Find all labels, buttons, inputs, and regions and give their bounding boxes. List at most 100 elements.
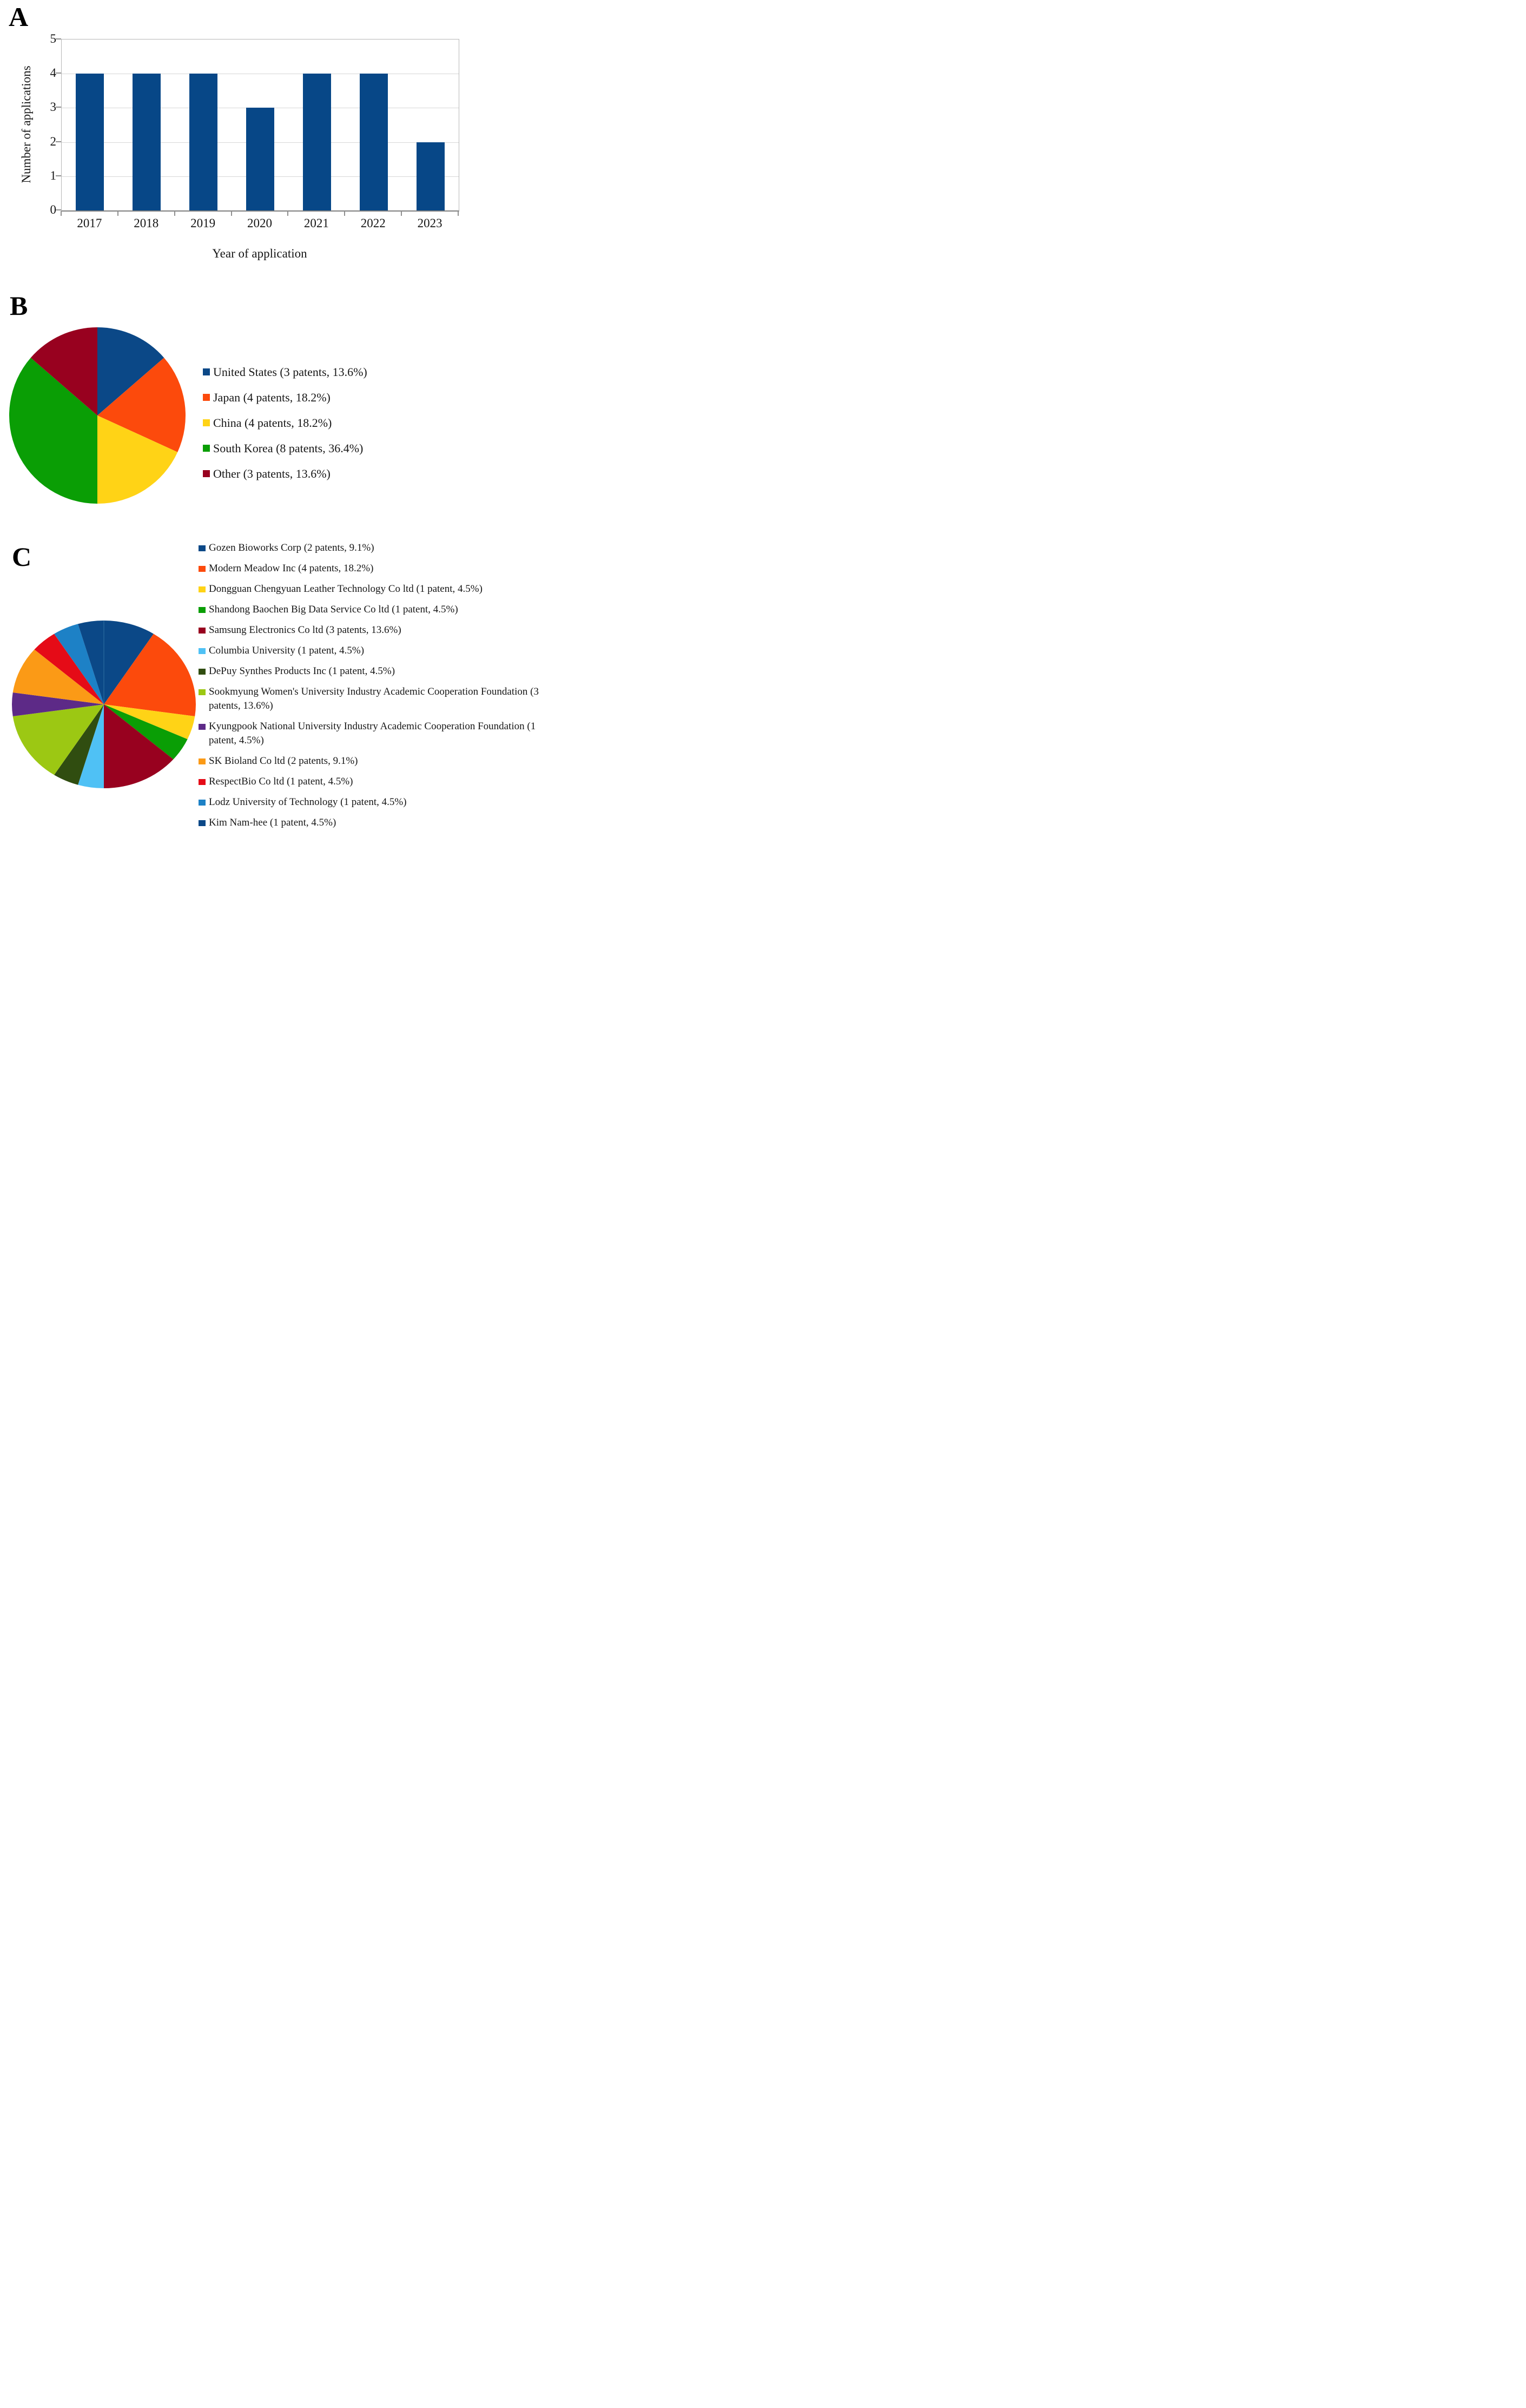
pie-slice-Lodz University of Technology — [54, 624, 104, 704]
legend-swatch — [199, 689, 206, 695]
x-tick-label-2019: 2019 — [190, 216, 216, 230]
x-tick-label-2023: 2023 — [417, 216, 442, 230]
legend-item-RespectBio Co ltd: RespectBio Co ltd (1 patent, 4.5%) — [199, 775, 539, 789]
panel-b-label: B — [10, 291, 28, 321]
pie-slice-Japan — [97, 358, 186, 452]
legend-label: RespectBio Co ltd (1 patent, 4.5%) — [209, 776, 353, 787]
y-tick-label-2: 2 — [50, 134, 57, 148]
pie-slice-Columbia University — [78, 704, 104, 788]
legend-swatch — [199, 820, 206, 826]
bar-chart-plot-area — [61, 39, 459, 212]
x-tick-mark — [287, 211, 289, 216]
legend-swatch — [203, 368, 210, 375]
pie-slice-RespectBio Co ltd — [34, 634, 104, 704]
x-tick-label-2022: 2022 — [360, 216, 386, 230]
pie-slice-China — [97, 415, 178, 504]
legend-item-Kyungpook National University Industry Academic Cooperation Foundation: Kyungpook National University Industry A… — [199, 720, 539, 748]
legend-item-Lodz University of Technology: Lodz University of Technology (1 patent,… — [199, 795, 539, 809]
legend-item-South Korea: South Korea (8 patents, 36.4%) — [203, 441, 398, 456]
legend-label: Samsung Electronics Co ltd (3 patents, 1… — [209, 624, 401, 636]
pie-slice-SK Bioland Co ltd — [12, 649, 104, 704]
pie-slice-Samsung Electronics Co ltd — [104, 704, 174, 788]
legend-item-Dongguan Chengyuan Leather Technology Co ltd: Dongguan Chengyuan Leather Technology Co… — [199, 582, 539, 596]
legend-label: United States (3 patents, 13.6%) — [213, 365, 367, 379]
x-tick-label-2018: 2018 — [134, 216, 159, 230]
legend-item-Other: Other (3 patents, 13.6%) — [203, 466, 398, 481]
panel-a-label: A — [9, 2, 29, 32]
legend-swatch — [199, 545, 206, 551]
pie-slice-Shandong Baochen Big Data Service Co ltd — [104, 704, 188, 760]
legend-swatch — [199, 800, 206, 806]
legend-swatch — [199, 607, 206, 613]
legend-swatch — [199, 566, 206, 572]
y-tick-label-4: 4 — [50, 66, 57, 80]
y-tick-label-0: 0 — [50, 203, 57, 216]
legend-item-Columbia University: Columbia University (1 patent, 4.5%) — [199, 644, 539, 658]
y-tick-mark — [56, 209, 61, 210]
legend-label: DePuy Synthes Products Inc (1 patent, 4.… — [209, 665, 395, 677]
legend-item-Shandong Baochen Big Data Service Co ltd: Shandong Baochen Big Data Service Co ltd… — [199, 603, 539, 617]
x-tick-mark — [344, 211, 346, 216]
legend-swatch — [203, 394, 210, 401]
bar-2023 — [416, 142, 445, 210]
pie-slice-Kyungpook National University Industry Academic Cooperation Foundation — [11, 692, 104, 717]
x-axis-title: Year of application — [212, 247, 307, 260]
legend-item-Modern Meadow Inc: Modern Meadow Inc (4 patents, 18.2%) — [199, 562, 539, 576]
y-tick-mark — [56, 141, 61, 142]
legend-countries: United States (3 patents, 13.6%) Japan (4… — [203, 365, 398, 492]
pie-slice-Gozen Bioworks Corp — [104, 621, 154, 704]
x-tick-mark — [401, 211, 402, 216]
legend-item-Samsung Electronics Co ltd: Samsung Electronics Co ltd (3 patents, 1… — [199, 623, 539, 637]
x-tick-label-2017: 2017 — [77, 216, 102, 230]
legend-label: China (4 patents, 18.2%) — [213, 416, 332, 430]
legend-swatch — [199, 648, 206, 654]
legend-item-Japan: Japan (4 patents, 18.2%) — [203, 390, 398, 405]
y-tick-mark — [56, 107, 61, 108]
legend-label: Japan (4 patents, 18.2%) — [213, 391, 331, 404]
bar-2019 — [189, 74, 218, 210]
legend-item-Sookmyung Women's University Industry Academic Cooperation Foundation: Sookmyung Women's University Industry Ac… — [199, 685, 539, 713]
legend-assignees: Gozen Bioworks Corp (2 patents, 9.1%) Mod… — [199, 541, 539, 836]
legend-item-DePuy Synthes Products Inc: DePuy Synthes Products Inc (1 patent, 4.… — [199, 664, 539, 678]
x-tick-label-2021: 2021 — [303, 216, 329, 230]
bar-2020 — [246, 108, 274, 210]
x-tick-mark — [174, 211, 175, 216]
pie-slice-Dongguan Chengyuan Leather Technology Co ltd — [104, 704, 195, 740]
y-tick-mark — [56, 38, 61, 39]
pie-slice-South Korea — [9, 358, 97, 504]
legend-label: Dongguan Chengyuan Leather Technology Co… — [209, 583, 483, 595]
legend-item-Gozen Bioworks Corp: Gozen Bioworks Corp (2 patents, 9.1%) — [199, 541, 539, 555]
pie-chart-countries — [9, 327, 186, 504]
x-tick-mark — [458, 211, 459, 216]
pie-slice-United States — [97, 327, 164, 415]
bar-2022 — [359, 74, 388, 210]
pie-slice-Sookmyung Women's University Industry Academic Cooperation Foundation — [12, 704, 104, 775]
legend-label: Lodz University of Technology (1 patent,… — [209, 796, 407, 808]
x-tick-label-2020: 2020 — [247, 216, 272, 230]
legend-item-United States: United States (3 patents, 13.6%) — [203, 365, 398, 379]
legend-label: Modern Meadow Inc (4 patents, 18.2%) — [209, 563, 374, 574]
x-tick-mark — [230, 211, 232, 216]
y-tick-mark — [56, 72, 61, 74]
legend-swatch — [199, 724, 206, 730]
legend-item-China: China (4 patents, 18.2%) — [203, 415, 398, 430]
legend-label: Kim Nam-hee (1 patent, 4.5%) — [209, 817, 336, 828]
y-tick-label-5: 5 — [50, 32, 57, 45]
legend-swatch — [199, 758, 206, 764]
legend-swatch — [199, 628, 206, 634]
legend-label: Sookmyung Women's University Industry Ac… — [209, 686, 539, 711]
y-tick-label-3: 3 — [50, 100, 57, 114]
legend-label: Shandong Baochen Big Data Service Co ltd… — [209, 604, 458, 615]
legend-label: Columbia University (1 patent, 4.5%) — [209, 645, 365, 656]
y-tick-mark — [56, 175, 61, 176]
y-tick-label-1: 1 — [50, 168, 57, 182]
figure-page: A Number of applications Year of applica… — [0, 0, 541, 854]
panel-c-label: C — [12, 542, 32, 572]
legend-item-Kim Nam-hee: Kim Nam-hee (1 patent, 4.5%) — [199, 816, 539, 830]
legend-swatch — [199, 779, 206, 785]
pie-slice-Other — [30, 327, 98, 415]
bar-2017 — [76, 74, 104, 210]
legend-swatch — [203, 470, 210, 477]
legend-swatch — [199, 669, 206, 675]
legend-label: Kyungpook National University Industry A… — [209, 721, 536, 746]
